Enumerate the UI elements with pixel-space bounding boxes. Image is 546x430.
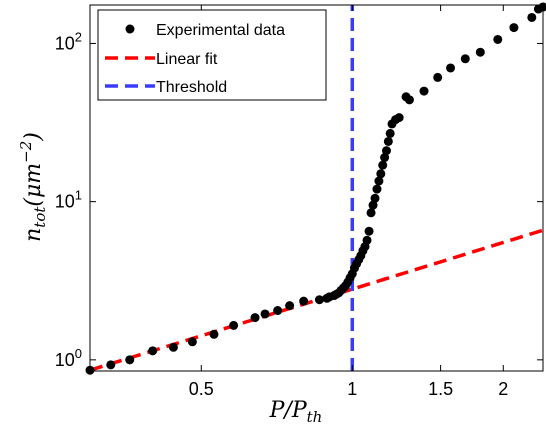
data-point <box>394 113 404 123</box>
data-point <box>433 72 443 82</box>
y-axis-label-exp: −2 <box>17 141 35 163</box>
data-point <box>209 329 219 339</box>
y-tick-label-base: 10 <box>55 192 75 212</box>
data-point <box>366 208 376 218</box>
data-point <box>446 63 456 73</box>
data-point <box>250 313 260 323</box>
data-point <box>168 342 178 352</box>
data-point <box>299 296 309 306</box>
data-point <box>370 193 380 203</box>
y-tick-label-base: 10 <box>55 33 75 53</box>
data-point <box>125 355 135 365</box>
data-point <box>368 200 378 210</box>
legend-label-experimental: Experimental data <box>156 22 285 39</box>
data-point <box>381 146 391 156</box>
y-axis-label-sub: tot <box>31 206 49 228</box>
data-point <box>509 23 519 33</box>
data-point <box>273 306 283 316</box>
data-point <box>372 184 382 194</box>
data-point <box>378 160 388 170</box>
data-point <box>475 47 485 57</box>
legend-label-linear-fit: Linear fit <box>156 51 218 68</box>
data-point <box>527 12 537 22</box>
y-tick-label-exp: 2 <box>75 29 82 44</box>
y-tick-label-exp: 1 <box>75 188 82 203</box>
y-axis-label-rest: (μm <box>21 163 46 207</box>
y-axis-label-main: n <box>21 228 46 242</box>
legend-marker-experimental <box>125 24 135 34</box>
x-tick-label: 1 <box>347 379 357 399</box>
data-point <box>364 226 374 236</box>
data-point <box>383 136 393 146</box>
data-point <box>285 301 295 311</box>
data-point <box>376 169 386 179</box>
legend: Experimental data Linear fit Threshold <box>97 9 327 101</box>
data-point <box>493 34 503 44</box>
data-point <box>314 295 324 305</box>
y-axis-label: ntot(μm−2) <box>17 132 49 242</box>
plot-frame <box>89 4 544 372</box>
x-axis-label: P/Pth <box>269 398 323 426</box>
data-point <box>380 153 390 163</box>
data-point <box>460 54 470 64</box>
data-point <box>419 86 429 96</box>
data-point <box>385 128 395 138</box>
data-point <box>229 320 239 330</box>
data-point <box>148 346 158 356</box>
y-tick-label: 101 <box>55 188 82 212</box>
x-tick-label: 0.5 <box>189 379 214 399</box>
x-tick-label: 1.5 <box>428 379 453 399</box>
x-axis-label-main: P/P <box>269 398 308 423</box>
y-tick-label: 100 <box>55 346 82 370</box>
data-point <box>404 95 414 105</box>
y-tick-label: 102 <box>55 29 82 53</box>
data-point <box>187 337 197 347</box>
y-axis-label-close: ) <box>21 132 46 142</box>
data-point <box>106 360 116 370</box>
legend-label-threshold: Threshold <box>156 79 227 96</box>
data-point <box>374 176 384 186</box>
x-axis-label-sub: th <box>307 408 323 426</box>
data-point <box>362 235 372 245</box>
y-tick-label-exp: 0 <box>75 346 82 361</box>
y-tick-label-base: 10 <box>55 350 75 370</box>
data-points-layer <box>85 2 546 375</box>
x-tick-label: 2 <box>498 379 508 399</box>
data-point <box>260 309 270 319</box>
